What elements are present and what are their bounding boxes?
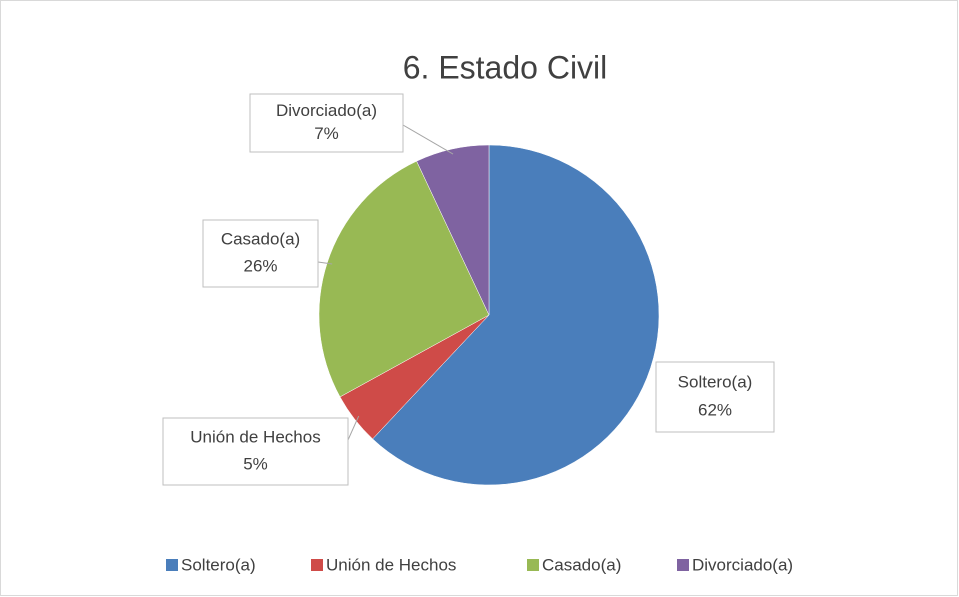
pie-slice <box>416 144 490 316</box>
data-label-value: 62% <box>698 400 732 419</box>
legend-swatch <box>677 559 689 571</box>
pie-slice <box>318 160 490 398</box>
data-label-value: 26% <box>243 256 277 275</box>
leader-line <box>402 124 454 155</box>
data-label-name: Unión de Hechos <box>190 428 320 447</box>
chart-title: 6. Estado Civil <box>403 49 608 85</box>
data-label-box <box>162 417 349 486</box>
legend-label: Divorciado(a) <box>692 555 793 574</box>
data-label-box <box>202 219 319 288</box>
data-label-box <box>249 93 404 153</box>
legend-label: Casado(a) <box>542 555 621 574</box>
data-label-name: Casado(a) <box>221 230 300 249</box>
pie-slice <box>372 144 660 486</box>
data-label-value: 5% <box>243 454 268 473</box>
leader-line <box>347 415 360 441</box>
data-label-name: Soltero(a) <box>678 372 753 391</box>
leader-line <box>317 261 333 265</box>
legend-swatch <box>166 559 178 571</box>
data-label-value: 7% <box>314 124 339 143</box>
data-label-box <box>655 361 775 433</box>
legend-swatch <box>527 559 539 571</box>
legend-swatch <box>311 559 323 571</box>
legend-label: Unión de Hechos <box>326 555 456 574</box>
data-label-name: Divorciado(a) <box>276 101 377 120</box>
legend-label: Soltero(a) <box>181 555 256 574</box>
